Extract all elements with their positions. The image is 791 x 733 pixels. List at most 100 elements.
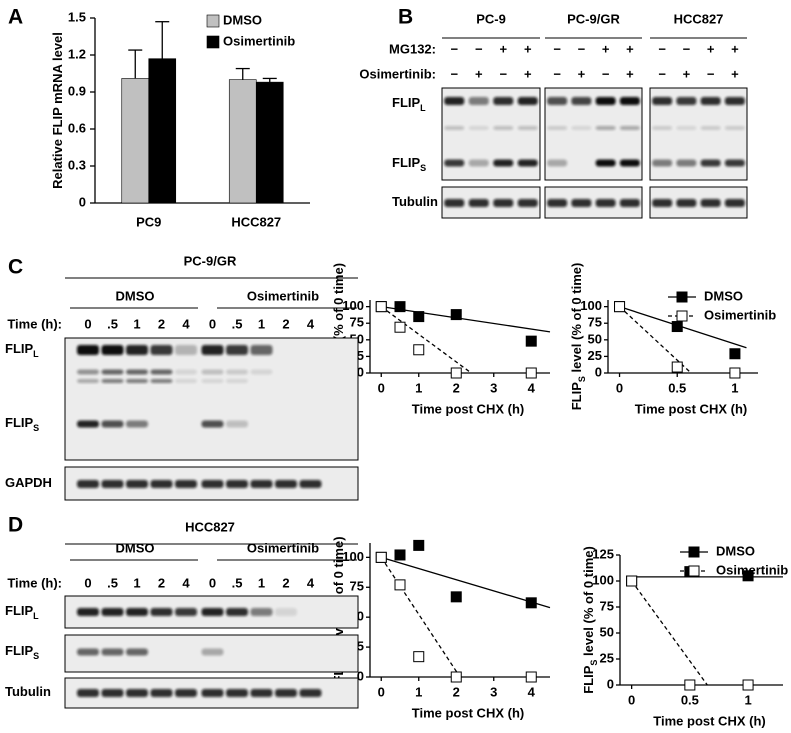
blot-band <box>201 480 224 488</box>
band-label-main: GAPDH <box>5 475 52 490</box>
blot-band <box>226 420 248 428</box>
marker <box>525 597 537 609</box>
blot-band <box>299 480 322 488</box>
error-bar <box>128 49 143 79</box>
x-tick-label: HCC827 <box>231 214 281 229</box>
blot-band <box>275 480 297 488</box>
legend-marker <box>676 291 688 303</box>
time-value: .5 <box>107 575 118 590</box>
blot-band <box>444 126 465 130</box>
x-tick-label: 4 <box>528 380 536 395</box>
lane-sign: − <box>683 41 691 56</box>
band-label-main: FLIP <box>5 643 33 658</box>
blot-band <box>250 369 273 375</box>
blot-band <box>150 608 173 616</box>
band-label-sub: L <box>420 103 426 113</box>
bar <box>228 79 257 204</box>
blot-band <box>468 199 489 207</box>
marker <box>742 570 754 582</box>
y-axis-label: FLIPS level (% of 0 time) <box>581 546 599 694</box>
marker <box>525 335 537 347</box>
x-tick-label: PC9 <box>136 214 161 229</box>
marker <box>450 671 462 683</box>
time-value: .5 <box>232 575 243 590</box>
marker <box>729 348 741 360</box>
band-label-main: Tubulin <box>392 194 438 209</box>
time-value: 1 <box>133 575 140 590</box>
blot-band <box>201 689 224 697</box>
error-bar <box>155 21 170 59</box>
blot-band <box>652 126 673 130</box>
lane-sign: − <box>450 41 458 56</box>
lane-sign: − <box>553 66 561 81</box>
blot-band <box>126 480 148 488</box>
blot-band <box>595 126 616 130</box>
legend-label: Osimertinib <box>716 562 788 577</box>
y-tick-label: 0 <box>357 668 364 683</box>
lane-sign: + <box>499 41 507 56</box>
blot-band <box>724 97 745 105</box>
blot-band <box>175 345 197 355</box>
blot-band <box>676 126 697 130</box>
blot-band <box>444 97 465 105</box>
blot-band <box>724 126 745 130</box>
x-axis-label: Time post CHX (h) <box>412 401 524 416</box>
blot-band <box>468 97 489 105</box>
marker <box>525 671 537 683</box>
y-axis-label-sub: S <box>577 376 587 382</box>
row-label: MG132: <box>389 41 436 56</box>
blot-band <box>77 689 99 697</box>
lane-sign: + <box>524 41 532 56</box>
lane-sign: − <box>578 41 586 56</box>
blot-band <box>175 689 197 697</box>
marker <box>413 651 425 663</box>
blot-band <box>126 648 148 656</box>
marker <box>614 301 626 313</box>
blot-band <box>77 480 99 488</box>
fit-line <box>619 306 692 374</box>
blot-band <box>226 379 248 383</box>
blot-band <box>517 97 538 105</box>
time-value: 4 <box>307 316 315 331</box>
band-label-main: FLIP <box>5 341 33 356</box>
y-tick-label: 50 <box>600 624 614 639</box>
band-label: Tubulin <box>392 194 438 209</box>
group-label: PC-9/GR <box>567 11 620 26</box>
blot-band <box>299 689 322 697</box>
blot-band <box>571 199 592 207</box>
blot-band <box>724 199 745 207</box>
blot-band <box>724 159 745 167</box>
blot-band <box>676 199 697 207</box>
y-tick-label: 100 <box>342 298 364 313</box>
blot-band <box>619 97 640 105</box>
y-tick-label: 0 <box>607 676 614 691</box>
lane-sign: + <box>683 66 691 81</box>
blot-band <box>77 345 99 355</box>
time-value: 4 <box>182 316 190 331</box>
blot-band <box>201 608 224 616</box>
y-axis-label-rest: level (% of 0 time) <box>569 263 584 376</box>
x-tick-label: 1 <box>731 380 738 395</box>
blot-band <box>226 345 248 355</box>
x-tick-label: 1 <box>415 684 422 699</box>
blot-band <box>101 608 124 616</box>
y-tick-label: 100 <box>592 572 614 587</box>
legend-label: DMSO <box>704 288 743 303</box>
lane-sign: − <box>553 41 561 56</box>
legend-swatch <box>206 35 220 49</box>
y-tick-label: 75 <box>588 315 602 330</box>
lane-sign: − <box>499 66 507 81</box>
group-label: DMSO <box>116 540 155 555</box>
blot-band <box>700 97 721 105</box>
fit-line <box>631 580 708 686</box>
x-tick-label: 1 <box>415 380 422 395</box>
blot-band <box>150 480 173 488</box>
error-bar <box>235 67 250 80</box>
band-label: Tubulin <box>5 684 51 699</box>
x-tick-label: 0.5 <box>668 380 686 395</box>
group-label: Osimertinib <box>247 540 319 555</box>
band-label-main: FLIP <box>5 415 33 430</box>
band-label: FLIPS <box>5 415 39 433</box>
x-tick-label: 1 <box>744 692 751 707</box>
x-tick-label: 2 <box>453 684 460 699</box>
